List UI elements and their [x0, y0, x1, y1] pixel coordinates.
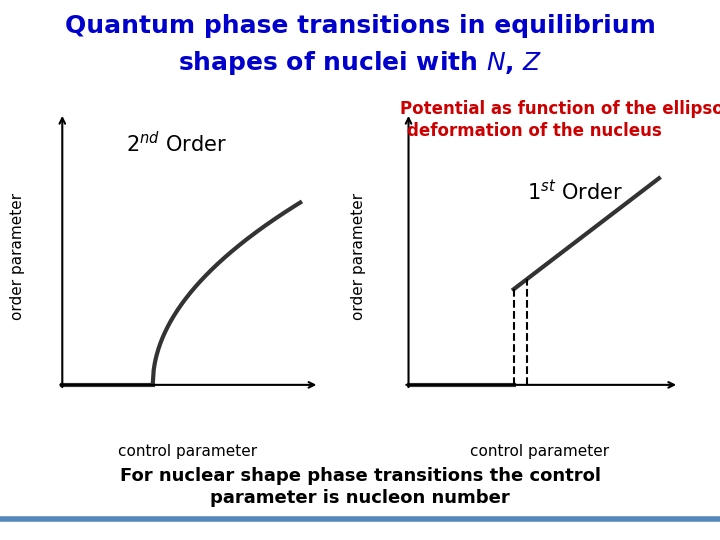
Text: control parameter: control parameter — [117, 444, 257, 458]
Text: Quantum phase transitions in equilibrium: Quantum phase transitions in equilibrium — [65, 14, 655, 37]
Text: order parameter: order parameter — [351, 193, 366, 320]
Text: order parameter: order parameter — [10, 193, 25, 320]
Text: For nuclear shape phase transitions the control: For nuclear shape phase transitions the … — [120, 467, 600, 485]
Text: shapes of nuclei with $\mathit{N}$, $\mathit{Z}$: shapes of nuclei with $\mathit{N}$, $\ma… — [178, 49, 542, 77]
Text: Potential as function of the ellipsoidal: Potential as function of the ellipsoidal — [400, 100, 720, 118]
Text: parameter is nucleon number: parameter is nucleon number — [210, 489, 510, 507]
Text: 1$^{st}$ Order: 1$^{st}$ Order — [527, 179, 622, 204]
Text: control parameter: control parameter — [470, 444, 610, 458]
Text: deformation of the nucleus: deformation of the nucleus — [407, 122, 662, 139]
Text: 2$^{nd}$ Order: 2$^{nd}$ Order — [126, 131, 227, 156]
